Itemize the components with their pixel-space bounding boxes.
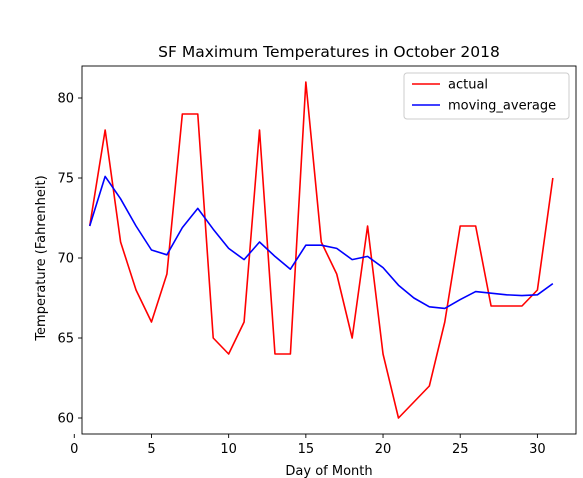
x-tick-label: 0	[70, 442, 78, 457]
legend-label-actual: actual	[448, 78, 488, 93]
series-line-moving-average	[88, 175, 554, 310]
plot-frame	[81, 65, 577, 435]
x-tick-label: 20	[375, 442, 392, 457]
x-tick-label: 5	[147, 442, 155, 457]
chart-title: SF Maximum Temperatures in October 2018	[158, 43, 500, 61]
x-tick-label: 10	[220, 442, 237, 457]
x-tick-label: 15	[298, 442, 315, 457]
x-tick-label: 25	[452, 442, 469, 457]
series-line-actual	[88, 81, 554, 419]
legend-label-moving-average: moving_average	[448, 99, 556, 114]
y-tick-label: 80	[57, 92, 74, 107]
y-axis-label: Temperature (Fahrenheit)	[34, 175, 49, 341]
x-axis-label: Day of Month	[285, 464, 372, 478]
legend: actual moving_average	[403, 72, 570, 120]
plot-area: 0 5 10 15 20 25 30 60 65 70 75 80 actual moving_avera…	[57, 65, 577, 457]
y-tick-label: 60	[57, 412, 74, 427]
y-tick-label: 70	[57, 252, 74, 267]
x-tick-label: 30	[529, 442, 546, 457]
legend-box	[403, 72, 570, 120]
y-tick-label: 65	[57, 332, 74, 347]
y-tick-label: 75	[57, 172, 74, 187]
